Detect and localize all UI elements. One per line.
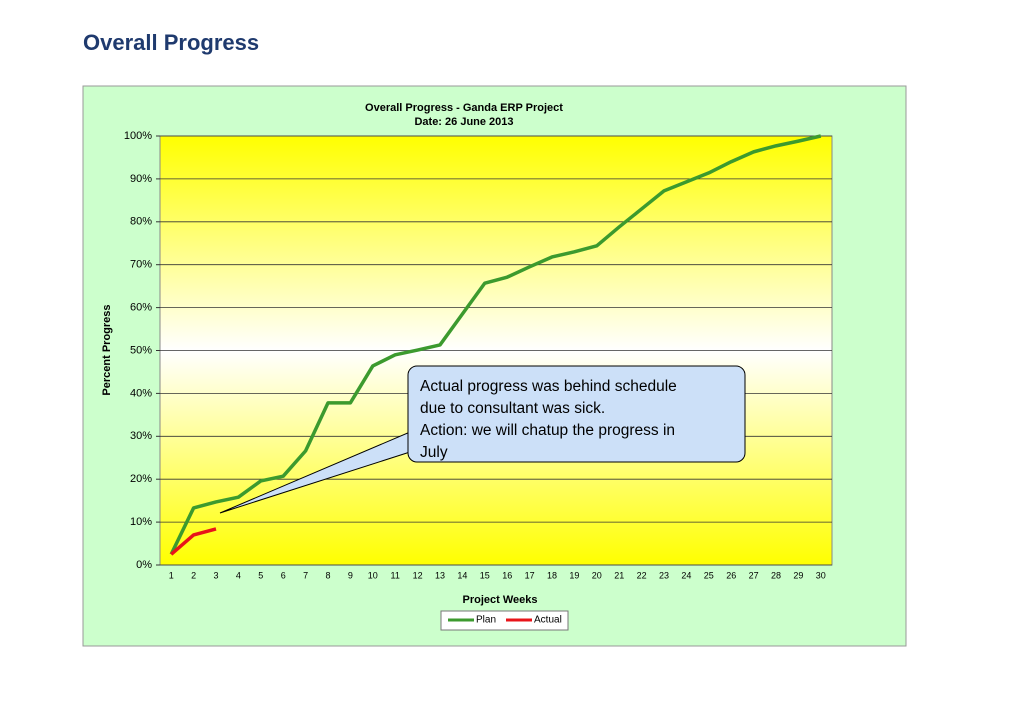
x-tick-label: 15 xyxy=(480,570,490,580)
x-tick-label: 8 xyxy=(325,570,330,580)
y-tick-label: 0% xyxy=(136,559,152,571)
x-tick-label: 17 xyxy=(525,570,535,580)
x-tick-label: 21 xyxy=(614,570,624,580)
slide-heading: Overall Progress xyxy=(83,30,259,55)
x-axis-label: Project Weeks xyxy=(462,594,537,606)
callout-line: Actual progress was behind schedule xyxy=(420,378,677,395)
x-tick-label: 14 xyxy=(457,570,467,580)
y-tick-label: 40% xyxy=(130,387,152,399)
x-tick-label: 27 xyxy=(749,570,759,580)
y-tick-label: 60% xyxy=(130,302,152,314)
callout-line: July xyxy=(420,444,448,461)
callout-line: Action: we will chatup the progress in xyxy=(420,422,675,439)
legend-label: Actual xyxy=(534,615,562,626)
x-tick-label: 6 xyxy=(281,570,286,580)
callout-joint xyxy=(409,430,413,454)
x-tick-label: 26 xyxy=(726,570,736,580)
x-tick-label: 30 xyxy=(816,570,826,580)
x-tick-label: 1 xyxy=(169,570,174,580)
x-tick-label: 20 xyxy=(592,570,602,580)
x-tick-label: 16 xyxy=(502,570,512,580)
callout-line: due to consultant was sick. xyxy=(420,400,605,417)
callout-text: Actual progress was behind schedule due t… xyxy=(420,378,677,461)
x-tick-label: 10 xyxy=(368,570,378,580)
x-tick-label: 18 xyxy=(547,570,557,580)
y-tick-label: 80% xyxy=(130,216,152,228)
x-tick-label: 2 xyxy=(191,570,196,580)
x-tick-label: 12 xyxy=(413,570,423,580)
y-axis-label: Percent Progress xyxy=(101,304,113,395)
legend xyxy=(440,610,569,631)
x-tick-label: 19 xyxy=(569,570,579,580)
y-tick-label: 20% xyxy=(130,473,152,485)
x-tick-label: 7 xyxy=(303,570,308,580)
y-tick-label: 30% xyxy=(130,430,152,442)
x-tick-label: 28 xyxy=(771,570,781,580)
legend-label: Plan xyxy=(476,615,496,626)
chart-title: Overall Progress - Ganda ERP Project xyxy=(365,102,563,114)
y-tick-label: 50% xyxy=(130,344,152,356)
x-tick-label: 29 xyxy=(793,570,803,580)
x-tick-label: 3 xyxy=(213,570,218,580)
y-tick-label: 70% xyxy=(130,259,152,271)
marks xyxy=(169,134,822,556)
x-tick-label: 25 xyxy=(704,570,714,580)
x-tick-label: 5 xyxy=(258,570,263,580)
x-tick-label: 24 xyxy=(681,570,691,580)
y-tick-label: 90% xyxy=(130,173,152,185)
legend-items: Plan Actual xyxy=(448,615,562,626)
y-tick-label: 100% xyxy=(124,130,152,142)
callout-box xyxy=(407,365,746,463)
x-tick-label: 23 xyxy=(659,570,669,580)
x-tick-label: 11 xyxy=(391,570,400,580)
x-tick-label: 9 xyxy=(348,570,353,580)
y-tick-label: 10% xyxy=(130,516,152,528)
series-line xyxy=(169,134,822,556)
x-tick-label: 22 xyxy=(637,570,647,580)
chart-subtitle: Date: 26 June 2013 xyxy=(414,116,513,128)
series-line xyxy=(170,527,217,556)
x-tick-label: 4 xyxy=(236,570,241,580)
x-tick-label: 13 xyxy=(435,570,445,580)
